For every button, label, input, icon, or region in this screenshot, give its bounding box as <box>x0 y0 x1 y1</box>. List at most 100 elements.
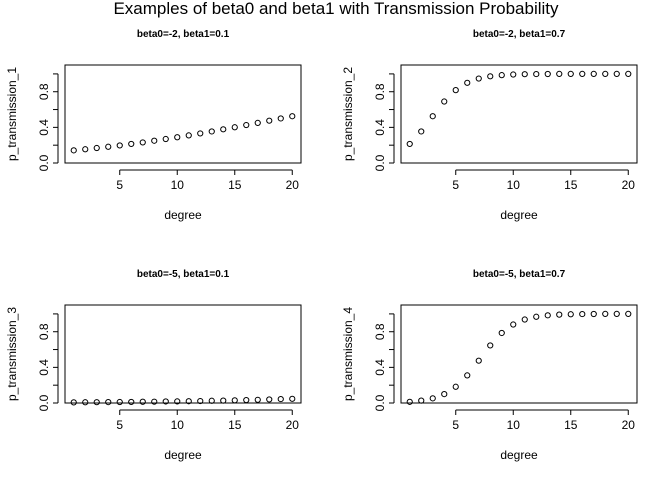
panel-1-point <box>277 115 284 122</box>
panel-4-point <box>487 342 494 349</box>
panel-4-x-tick-label: 20 <box>622 418 636 432</box>
panel-1-title: beta0=-2, beta1=0.1 <box>137 29 230 40</box>
panel-2-point <box>521 71 528 78</box>
panel-1-point <box>128 140 135 148</box>
panel-1-x-tick-label: 10 <box>171 178 185 192</box>
panel-3-y-tick-label: 0.0 <box>37 394 51 411</box>
panel-3-point <box>185 398 192 405</box>
panel-1-point <box>139 139 146 146</box>
panel-4-y-tick-label: 0.4 <box>373 359 387 376</box>
panel-2-x-tick-label: 10 <box>507 178 521 192</box>
panel-1-point <box>185 132 192 139</box>
panel-2-point <box>544 70 551 78</box>
panel-2-point <box>487 73 494 80</box>
panel-1-point <box>93 144 100 152</box>
panel-1-point <box>289 113 296 120</box>
panel-2-point <box>602 70 609 78</box>
panel-4-point <box>590 310 597 318</box>
panel-3-point <box>231 397 238 404</box>
panel-2-point <box>406 140 413 148</box>
panel-4-point <box>452 383 459 390</box>
panel-4-point <box>567 311 574 318</box>
panel-3-point <box>254 396 261 403</box>
panel-4-point <box>625 310 632 318</box>
panel-2-y-tick-label: 0.0 <box>373 154 387 171</box>
panel-4-point <box>418 397 425 404</box>
panel-1-x-tick-label: 20 <box>286 178 300 192</box>
panel-2-point <box>429 113 436 120</box>
panel-2-x-tick-label: 15 <box>564 178 578 192</box>
panel-4-point <box>475 357 482 364</box>
panel-2-x-tick-label: 20 <box>622 178 636 192</box>
panel-2-point <box>613 70 620 78</box>
panel-2-y-label: p_transmission_2 <box>341 67 355 161</box>
panel-1-point <box>105 143 112 150</box>
panel-2-point <box>464 79 471 86</box>
panel-3-point <box>128 398 135 406</box>
panel-3-y-label: p_transmission_3 <box>5 307 19 401</box>
panel-1: beta0=-2, beta1=0.1 5 10 15 20 0.0 0.4 0.8 degre… <box>5 29 302 222</box>
panel-1-point <box>162 135 169 143</box>
panel-1-x-label: degree <box>164 208 202 222</box>
panel-1-y-label: p_transmission_1 <box>5 67 19 161</box>
panel-3-point <box>266 396 273 403</box>
panel-1-point <box>266 117 273 124</box>
panel-4-point <box>602 310 609 318</box>
panel-1-point <box>254 119 261 127</box>
panel-3-point <box>220 397 227 404</box>
panel-3-title: beta0=-5, beta1=0.1 <box>137 269 230 280</box>
panel-3-point <box>93 399 100 406</box>
panel-2-point <box>533 70 540 78</box>
panel-1-point <box>231 124 238 131</box>
panel-4-point <box>579 310 586 318</box>
panel-3-point <box>105 399 112 406</box>
panel-1-point <box>70 147 77 154</box>
panel-1-frame <box>64 64 302 164</box>
panel-1-point <box>208 128 215 135</box>
panel-3-x-tick-label: 20 <box>286 418 300 432</box>
panel-3-x-label: degree <box>164 448 202 462</box>
panel-1-point <box>82 146 89 153</box>
panel-2-point <box>590 70 597 78</box>
panel-1-point <box>151 137 158 144</box>
panel-4-point <box>498 329 505 337</box>
panel-3: beta0=-5, beta1=0.1 5 10 15 20 0.0 0.4 0.8 degre… <box>5 269 302 462</box>
panel-2-point <box>510 71 517 78</box>
panel-1-y-tick-label: 0.8 <box>37 83 51 100</box>
panel-4-y-tick-label: 0.8 <box>373 323 387 340</box>
panel-2-point <box>498 72 505 79</box>
panel-3-point <box>162 398 169 405</box>
panel-2-y-tick-label: 0.4 <box>373 119 387 136</box>
panel-4: beta0=-5, beta1=0.7 5 10 15 20 0.0 0.4 0.8 degre… <box>341 269 638 462</box>
panel-4-y-label: p_transmission_4 <box>341 307 355 401</box>
panel-3-point <box>82 399 89 406</box>
panel-2: beta0=-2, beta1=0.7 5 10 15 20 0.0 0.4 0.8 degre… <box>341 29 638 222</box>
panel-3-x-tick-label: 10 <box>171 418 185 432</box>
panel-3-point <box>243 396 250 404</box>
panel-3-point <box>289 395 296 402</box>
panel-1-point <box>197 130 204 137</box>
panel-2-title: beta0=-2, beta1=0.7 <box>473 29 566 40</box>
panel-3-x-tick-label: 15 <box>228 418 242 432</box>
panel-4-title: beta0=-5, beta1=0.7 <box>473 269 566 280</box>
panel-4-y-tick-label: 0.0 <box>373 394 387 411</box>
panel-2-point <box>567 70 574 78</box>
panel-3-point <box>208 397 215 404</box>
panel-1-point <box>174 134 181 141</box>
panel-4-x-tick-label: 15 <box>564 418 578 432</box>
panel-3-point <box>197 397 204 405</box>
panel-2-point <box>441 98 448 105</box>
panel-1-point <box>243 121 250 129</box>
panel-2-point <box>625 70 632 78</box>
panel-1-point <box>116 142 123 149</box>
panel-2-point <box>418 128 425 135</box>
panel-2-point <box>579 70 586 78</box>
panel-4-point <box>464 372 471 379</box>
panel-4-point <box>521 316 528 323</box>
panel-3-point <box>139 398 146 405</box>
panel-2-point <box>475 75 482 82</box>
panels-container: beta0=-2, beta1=0.1 5 10 15 20 0.0 0.4 0.8 degre… <box>5 29 638 462</box>
panel-1-x-tick-label: 5 <box>116 178 123 192</box>
panel-4-point <box>510 321 517 328</box>
panel-4-point <box>441 390 448 398</box>
